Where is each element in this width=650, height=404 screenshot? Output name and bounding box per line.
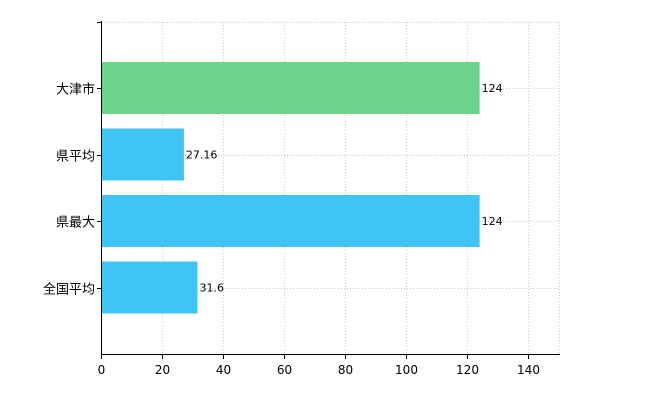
data-label-3: 31.6 (199, 282, 224, 295)
bar-1 (102, 128, 184, 181)
x-tick-label: 20 (155, 363, 170, 377)
x-tick-label: 60 (277, 363, 292, 377)
data-label-1: 27.16 (186, 149, 218, 162)
x-tick-label: 0 (98, 363, 106, 377)
x-tick-label: 120 (456, 363, 479, 377)
bar-0 (102, 62, 480, 114)
category-label-1: 県平均 (56, 150, 95, 165)
bar-2 (102, 195, 480, 247)
category-label-3: 全国平均 (43, 282, 95, 298)
category-label-0: 大津市 (56, 82, 95, 98)
data-label-2: 124 (482, 215, 503, 228)
bars (102, 62, 480, 314)
x-tick-label: 80 (338, 363, 353, 377)
x-tick-label: 40 (216, 363, 231, 377)
bar-3 (102, 261, 198, 314)
x-tick-label: 100 (395, 363, 418, 377)
axes (97, 21, 560, 359)
x-tick-label: 140 (517, 363, 540, 377)
data-label-0: 124 (482, 82, 503, 95)
grid (101, 22, 560, 354)
category-label-2: 県最大 (56, 216, 95, 231)
